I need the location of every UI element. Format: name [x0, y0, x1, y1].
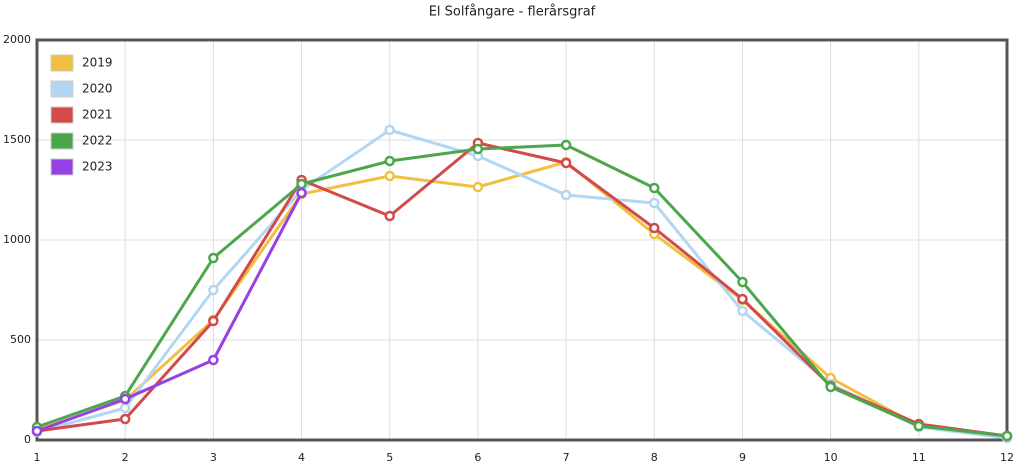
x-tick-label: 6: [474, 451, 481, 464]
point: [1001, 430, 1013, 442]
x-tick-label: 12: [1000, 451, 1014, 464]
point: [649, 222, 660, 234]
y-tick-label: 2000: [3, 33, 31, 46]
legend-label: 2020: [82, 82, 113, 96]
point: [825, 381, 836, 393]
point: [208, 252, 219, 264]
x-tick-label: 5: [386, 451, 393, 464]
legend-label: 2021: [82, 108, 113, 122]
point: [296, 178, 307, 190]
point: [560, 139, 572, 151]
point: [296, 187, 307, 199]
series-line: [36, 192, 303, 433]
x-tick-label: 7: [563, 451, 570, 464]
legend-swatch: [50, 158, 74, 176]
x-tick-label: 3: [210, 451, 217, 464]
y-tick-label: 0: [24, 433, 31, 446]
x-tick-label: 8: [651, 451, 658, 464]
x-tick-label: 9: [739, 451, 746, 464]
point: [384, 124, 395, 136]
point: [737, 276, 748, 288]
point: [31, 425, 43, 437]
legend-swatch: [50, 106, 74, 124]
legend-swatch: [50, 80, 74, 98]
legend-swatch: [50, 54, 74, 72]
y-tick-label: 500: [10, 333, 31, 346]
legend-swatch: [50, 132, 74, 150]
point: [119, 413, 131, 425]
point: [384, 170, 395, 182]
point: [649, 197, 660, 209]
point: [208, 315, 219, 327]
x-tick-label: 11: [912, 451, 926, 464]
point: [384, 155, 395, 167]
y-tick-label: 1500: [3, 133, 31, 146]
x-tick-label: 10: [824, 451, 838, 464]
chart-title: El Solfångare - flerårsgraf: [429, 5, 596, 20]
point: [119, 393, 131, 405]
x-tick-label: 2: [122, 451, 129, 464]
point: [472, 181, 484, 193]
point: [472, 143, 484, 155]
point: [208, 354, 219, 366]
plot-frame: [35, 38, 1009, 442]
y-tick-label: 1000: [3, 233, 31, 246]
point: [737, 305, 748, 317]
point: [384, 210, 395, 222]
point: [560, 157, 572, 169]
legend-label: 2019: [82, 56, 113, 70]
point: [913, 420, 925, 432]
legend-label: 2023: [82, 160, 113, 174]
x-tick-label: 1: [34, 451, 41, 464]
legend-label: 2022: [82, 134, 113, 148]
point: [208, 284, 219, 296]
point: [649, 182, 660, 194]
series-line: [36, 143, 1008, 438]
point: [119, 402, 131, 414]
x-tick-label: 4: [298, 451, 305, 464]
point: [737, 293, 748, 305]
point: [560, 189, 572, 201]
